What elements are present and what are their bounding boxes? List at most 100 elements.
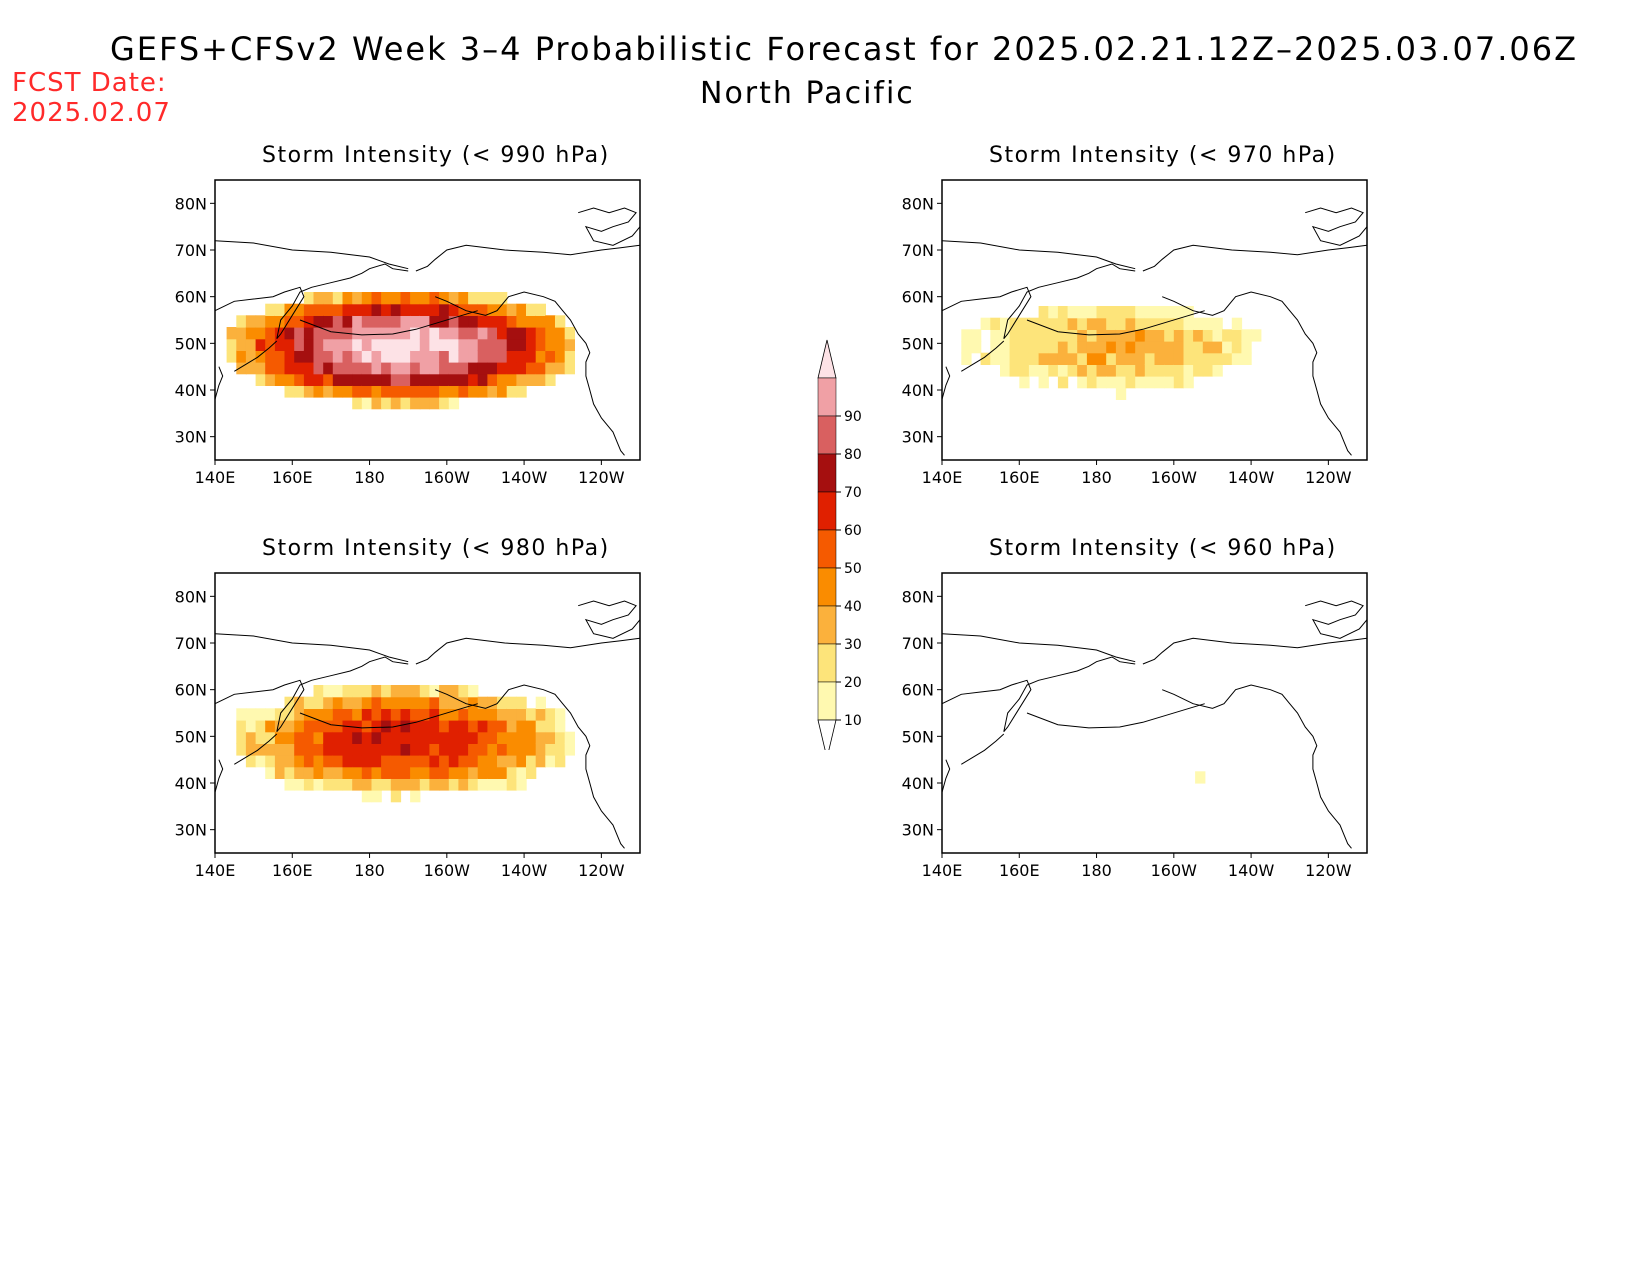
probability-cell <box>303 708 315 721</box>
lon-tick-label: 140W <box>501 468 548 487</box>
lon-tick-label: 160W <box>1151 468 1198 487</box>
probability-cell <box>535 720 546 733</box>
probability-cell <box>535 708 546 721</box>
probability-cell <box>1135 317 1146 330</box>
probability-cell <box>1038 341 1049 354</box>
probability-cell <box>332 385 344 398</box>
probability-cell <box>516 385 527 398</box>
probability-cell <box>284 385 295 398</box>
probability-cell <box>448 362 460 375</box>
probability-cell <box>439 338 450 351</box>
probability-cell <box>477 385 488 398</box>
probability-cell <box>1135 376 1146 389</box>
probability-cell <box>429 327 440 340</box>
map-plot: 80N 70N 60N 50N 40N 30N 140E 160E 180 160W 140W 120… <box>902 572 1368 880</box>
probability-cell <box>1057 317 1069 330</box>
probability-cell <box>371 385 382 398</box>
probability-cell <box>487 373 498 386</box>
probability-cell <box>323 743 334 756</box>
probability-cell <box>294 731 305 744</box>
probability-cell <box>410 397 421 410</box>
probability-cell <box>361 327 373 340</box>
probability-cell <box>313 778 324 791</box>
probability-cell <box>332 731 344 744</box>
coastline <box>415 244 640 272</box>
probability-cell <box>971 329 982 342</box>
probability-cell <box>332 685 344 698</box>
probability-cell <box>342 303 353 316</box>
probability-cell <box>274 373 286 386</box>
probability-cell <box>381 708 392 721</box>
coastline <box>578 207 640 246</box>
probability-cell <box>284 731 295 744</box>
probability-cell <box>448 685 460 698</box>
probability-cell <box>439 755 450 768</box>
probability-cell <box>274 743 286 756</box>
probability-cell <box>245 350 257 363</box>
probability-cell <box>564 731 575 744</box>
probability-cell <box>265 755 276 768</box>
probability-cell <box>332 743 344 756</box>
probability-cell <box>419 696 431 709</box>
probability-cell <box>381 743 392 756</box>
probability-cell <box>1193 341 1204 354</box>
colorbar-segment <box>817 377 837 417</box>
probability-cell <box>274 350 286 363</box>
probability-cell <box>448 720 460 733</box>
probability-cell <box>352 743 363 756</box>
probability-cell <box>506 373 517 386</box>
probability-cell <box>419 397 431 410</box>
probability-cell <box>361 303 373 316</box>
probability-cell <box>1125 376 1136 389</box>
probability-cell <box>390 315 402 328</box>
probability-cell <box>313 338 324 351</box>
probability-cell <box>419 766 431 779</box>
probability-cell <box>1086 341 1098 354</box>
probability-cell <box>400 755 411 768</box>
probability-cell <box>342 292 353 305</box>
probability-cell <box>352 362 363 375</box>
lat-tick-label: 40N <box>902 774 934 793</box>
lon-tick-label: 140E <box>195 468 236 487</box>
probability-cell <box>439 743 450 756</box>
probability-cell <box>303 731 315 744</box>
probability-cell <box>487 708 498 721</box>
probability-cell <box>1135 364 1146 377</box>
colorbar-label: 80 <box>844 447 862 463</box>
probability-cell <box>458 720 469 733</box>
probability-cell <box>303 292 315 305</box>
probability-cell <box>1028 341 1040 354</box>
probability-cell <box>1202 317 1214 330</box>
probability-cell <box>1125 317 1136 330</box>
colorbar-segment <box>817 453 837 493</box>
probability-cell <box>342 315 353 328</box>
probability-cell <box>361 385 373 398</box>
probability-cell <box>487 778 498 791</box>
probability-cell <box>1193 352 1204 365</box>
probability-cell <box>1115 317 1127 330</box>
probability-cell <box>1144 317 1156 330</box>
probability-cell <box>361 338 373 351</box>
probability-cell <box>410 685 421 698</box>
probability-cell <box>448 766 460 779</box>
probability-cell <box>361 696 373 709</box>
probability-cell <box>526 350 537 363</box>
probability-cell <box>1038 329 1049 342</box>
probability-cell <box>961 329 972 342</box>
probability-cell <box>245 338 257 351</box>
probability-cell <box>458 338 469 351</box>
probability-cell <box>980 317 991 330</box>
coastline <box>299 310 478 336</box>
probability-cell <box>1048 306 1059 319</box>
probability-cell <box>400 708 411 721</box>
probability-cell <box>477 373 488 386</box>
lat-tick-label: 60N <box>902 681 934 700</box>
probability-cell <box>535 303 546 316</box>
probability-cell <box>1241 341 1252 354</box>
probability-cell <box>381 373 392 386</box>
probability-cell <box>332 315 344 328</box>
probability-cell <box>323 385 334 398</box>
probability-cell <box>497 385 508 398</box>
probability-cell <box>429 350 440 363</box>
colorbar-label: 50 <box>844 561 862 577</box>
